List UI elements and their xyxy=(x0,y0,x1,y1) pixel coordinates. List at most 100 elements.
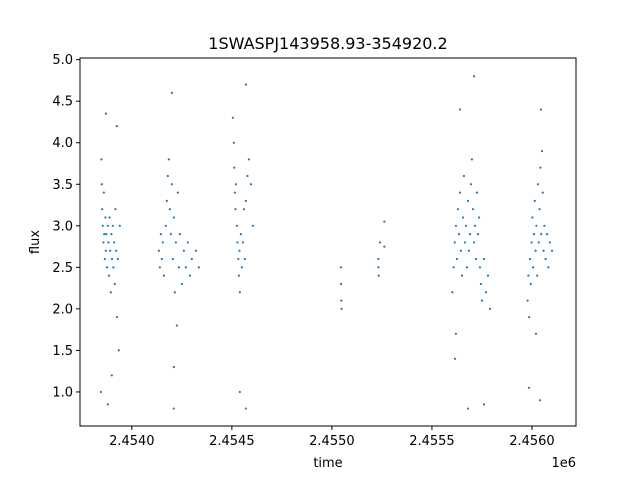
data-point xyxy=(475,191,479,194)
x-tick-label: 2.4545 xyxy=(209,434,255,449)
data-point xyxy=(110,233,113,236)
data-point xyxy=(533,199,536,202)
data-point xyxy=(105,233,108,236)
y-tick-label: 1.5 xyxy=(52,344,73,359)
data-point xyxy=(106,224,109,227)
data-point xyxy=(109,291,112,294)
x-tick-label: 2.4550 xyxy=(309,434,355,449)
data-point xyxy=(162,274,165,277)
data-point xyxy=(540,233,543,236)
data-point xyxy=(474,257,478,261)
data-point xyxy=(172,216,175,219)
data-point xyxy=(111,224,114,227)
data-point xyxy=(451,291,454,294)
data-point xyxy=(108,216,111,219)
data-point xyxy=(171,257,174,261)
data-point xyxy=(234,183,237,186)
data-point xyxy=(339,266,343,269)
data-point xyxy=(457,233,461,236)
data-point xyxy=(100,183,103,186)
y-tick-label: 3.0 xyxy=(52,219,73,234)
data-point xyxy=(249,183,252,186)
data-point xyxy=(482,403,486,406)
data-point xyxy=(458,191,462,194)
data-point xyxy=(473,224,477,227)
data-point xyxy=(542,249,545,252)
data-point xyxy=(159,233,162,236)
data-point xyxy=(117,349,120,352)
data-point xyxy=(478,266,482,269)
data-point xyxy=(184,266,187,269)
data-point xyxy=(104,216,107,219)
data-point xyxy=(101,224,104,227)
data-point xyxy=(536,274,539,277)
data-point xyxy=(190,257,193,261)
data-point xyxy=(101,208,104,211)
data-point xyxy=(539,108,543,111)
data-point xyxy=(536,183,540,186)
y-tick-label: 3.5 xyxy=(52,178,73,193)
data-point xyxy=(538,208,541,211)
data-point xyxy=(231,116,234,119)
data-point xyxy=(377,257,380,261)
data-point xyxy=(233,191,236,194)
data-point xyxy=(177,266,180,269)
data-point xyxy=(340,299,343,302)
data-point xyxy=(112,241,116,244)
data-point xyxy=(237,257,240,261)
data-point xyxy=(237,274,240,277)
y-tick-label: 2.5 xyxy=(52,261,73,276)
y-tick-label: 4.0 xyxy=(52,136,73,151)
data-point xyxy=(460,274,464,277)
data-point xyxy=(540,149,544,153)
data-point xyxy=(99,390,102,394)
data-point xyxy=(197,266,200,269)
data-point xyxy=(182,249,185,252)
data-point xyxy=(383,220,386,223)
data-point xyxy=(541,191,544,194)
data-point xyxy=(477,216,481,219)
data-point xyxy=(240,266,243,269)
data-point xyxy=(458,108,462,111)
data-point xyxy=(246,174,249,178)
data-point xyxy=(180,282,183,286)
data-point xyxy=(188,274,191,277)
data-point xyxy=(234,208,237,211)
data-point xyxy=(109,249,112,252)
data-point xyxy=(244,407,247,410)
data-point xyxy=(488,307,492,310)
data-point xyxy=(480,299,484,302)
x-offset-label: 1e6 xyxy=(551,456,576,471)
data-point xyxy=(527,386,531,389)
data-point xyxy=(165,199,168,202)
data-point xyxy=(238,249,241,252)
data-point xyxy=(530,241,533,244)
data-point xyxy=(452,266,455,269)
data-point xyxy=(247,158,250,161)
data-point xyxy=(243,257,246,261)
x-tick-label: 2.4560 xyxy=(509,434,555,449)
data-point xyxy=(534,332,538,335)
data-point xyxy=(548,241,552,244)
data-point xyxy=(251,224,254,227)
data-point xyxy=(340,282,343,286)
data-point xyxy=(115,125,118,128)
data-point xyxy=(537,241,540,244)
data-point xyxy=(169,233,172,236)
x-axis: 2.4540 2.4545 2.4550 2.4555 2.4560 xyxy=(109,426,555,449)
data-point xyxy=(158,266,161,269)
data-point xyxy=(100,158,103,161)
data-point xyxy=(104,249,107,252)
data-point xyxy=(172,365,175,369)
points-layer xyxy=(99,75,554,410)
data-point xyxy=(532,233,536,236)
data-point xyxy=(241,241,244,244)
data-point xyxy=(465,266,469,269)
data-point xyxy=(170,183,173,186)
data-point xyxy=(113,282,116,286)
y-tick-label: 4.5 xyxy=(52,95,73,110)
data-point xyxy=(545,233,549,236)
y-tick-label: 2.0 xyxy=(52,302,73,317)
